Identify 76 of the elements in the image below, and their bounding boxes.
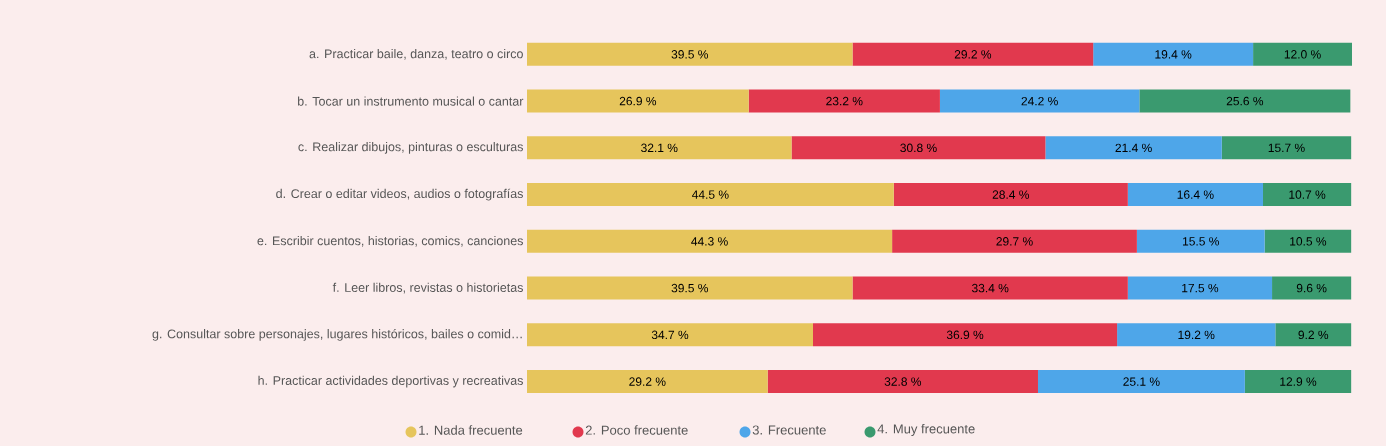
data-label: 39.5 %: [671, 283, 709, 293]
data-label: 15.5 %: [1183, 237, 1219, 246]
data-label: 44.5 %: [691, 190, 729, 199]
legend-label: 1. Nada frecuente: [419, 425, 523, 435]
bar: [527, 229, 893, 253]
bar: [852, 42, 1094, 66]
bar: [527, 370, 768, 394]
data-label: 19.4 %: [1155, 50, 1192, 59]
data-label: 12.9 %: [1280, 377, 1317, 386]
bar: [1127, 183, 1263, 207]
bar: [527, 183, 894, 207]
y-tick-label: a. Practicar baile, danza, teatro o circo: [309, 49, 523, 60]
bar: [1264, 229, 1352, 253]
data-label: 15.7 %: [1268, 143, 1305, 153]
data-label: 28.4 %: [992, 190, 1030, 199]
bar: [1221, 136, 1352, 160]
data-label: 29.2 %: [954, 50, 992, 59]
bar: [939, 89, 1140, 113]
legend-label: 4. Muy frecuente: [877, 423, 975, 437]
y-tick-label: g. Consultar sobre personajes, lugares históricos, bailes o comid…: [152, 328, 522, 341]
legend-label: 2. Poco frecuente: [585, 425, 688, 435]
bar: [527, 323, 813, 347]
bar: [791, 136, 1046, 160]
data-label: 32.1 %: [641, 143, 678, 153]
data-label: 25.6 %: [1226, 96, 1264, 106]
bar: [1127, 276, 1273, 300]
data-label: 25.1 %: [1123, 377, 1160, 386]
data-label: 29.7 %: [996, 237, 1033, 246]
data-label: 12.0 %: [1284, 50, 1321, 59]
data-label: 16.4 %: [1177, 190, 1214, 199]
bar: [527, 42, 853, 66]
bar: [1139, 89, 1351, 113]
data-label: 21.4 %: [1115, 143, 1152, 153]
bar: [1045, 136, 1222, 160]
data-label: 10.7 %: [1289, 190, 1326, 199]
bar: [1117, 323, 1276, 347]
bar: [1262, 183, 1352, 207]
y-tick-label: b. Tocar un instrumento musical o cantar: [298, 96, 524, 106]
data-label: 33.4 %: [971, 283, 1009, 293]
data-label: 26.9 %: [619, 96, 657, 106]
data-label: 17.5 %: [1182, 283, 1219, 293]
bar: [852, 276, 1128, 300]
bar: [1253, 42, 1352, 66]
data-label: 39.5 %: [671, 50, 709, 59]
bar: [527, 89, 749, 113]
data-label: 44.3 %: [691, 237, 728, 246]
data-label: 9.6 %: [1296, 283, 1327, 293]
y-tick-label: d. Crear o editar videos, audios o fotografías: [276, 188, 523, 201]
bar: [1244, 370, 1352, 394]
data-label: 29.2 %: [629, 377, 666, 386]
bar: [1136, 229, 1265, 253]
data-label: 19.2 %: [1178, 330, 1215, 340]
bar: [892, 229, 1137, 253]
bar: [1275, 323, 1352, 347]
bar: [748, 89, 940, 113]
y-tick-label: f. Leer libros, revistas o historietas: [332, 282, 523, 294]
data-label: 24.2 %: [1021, 96, 1058, 106]
data-label: 23.2 %: [826, 96, 863, 106]
bar: [1037, 370, 1245, 394]
y-tick-label: c. Realizar dibujos, pinturas o esculturas: [298, 142, 523, 154]
data-label: 10.5 %: [1290, 237, 1327, 246]
bar: [767, 370, 1038, 394]
bar: [812, 323, 1118, 347]
data-label: 32.8 %: [884, 377, 922, 386]
data-label: 36.9 %: [946, 330, 984, 340]
bar: [1272, 276, 1352, 300]
data-label: 34.7 %: [651, 330, 689, 340]
y-tick-label: h. Practicar actividades deportivas y recreativas: [258, 375, 523, 388]
data-label: 9.2 %: [1298, 330, 1329, 340]
bar: [527, 136, 792, 160]
bar: [1093, 42, 1254, 66]
data-label: 30.8 %: [900, 143, 937, 153]
bar: [527, 276, 853, 300]
bar: [893, 183, 1128, 207]
y-tick-label: e. Escribir cuentos, historias, comics, canciones: [257, 236, 523, 247]
legend-label: 3. Frecuente: [752, 425, 826, 435]
